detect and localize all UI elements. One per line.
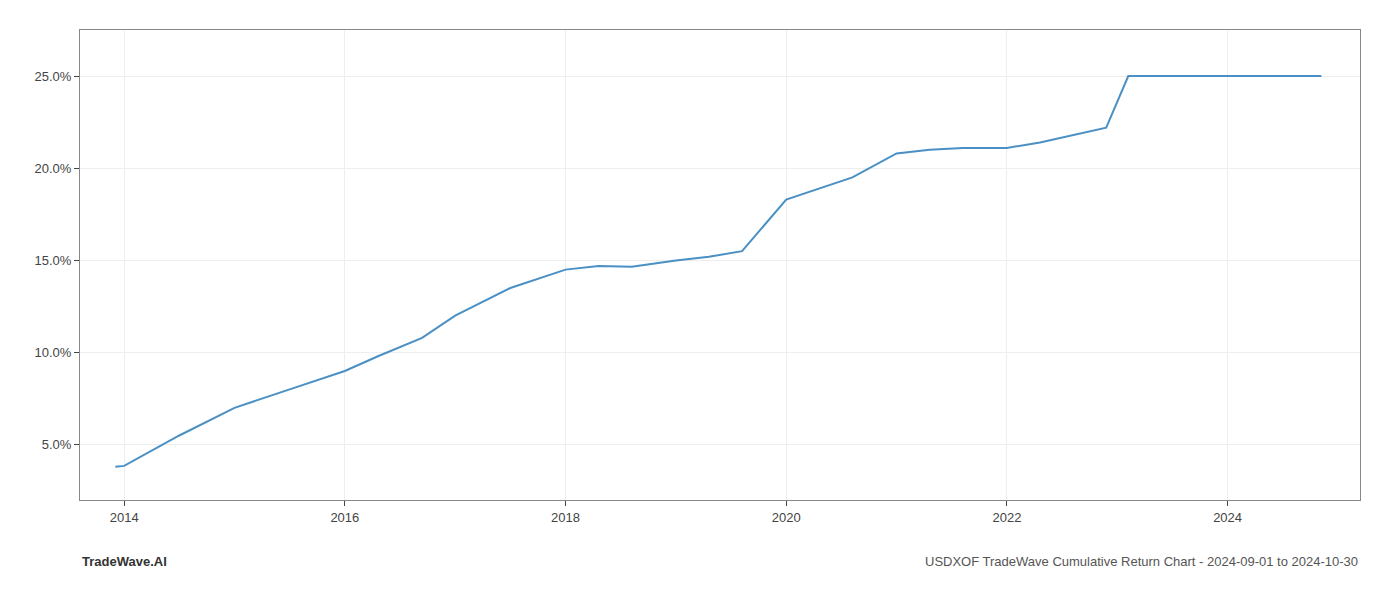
svg-text:2014: 2014 <box>110 510 139 525</box>
svg-text:2024: 2024 <box>1213 510 1242 525</box>
svg-text:15.0%: 15.0% <box>35 253 72 268</box>
svg-text:USDXOF TradeWave Cumulative Re: USDXOF TradeWave Cumulative Return Chart… <box>925 554 1358 569</box>
svg-text:2016: 2016 <box>330 510 359 525</box>
svg-text:5.0%: 5.0% <box>42 437 72 452</box>
svg-text:2020: 2020 <box>772 510 801 525</box>
svg-text:2022: 2022 <box>992 510 1021 525</box>
svg-text:20.0%: 20.0% <box>35 161 72 176</box>
svg-text:2018: 2018 <box>551 510 580 525</box>
svg-text:25.0%: 25.0% <box>35 69 72 84</box>
svg-text:10.0%: 10.0% <box>35 345 72 360</box>
svg-text:TradeWave.AI: TradeWave.AI <box>82 554 167 569</box>
